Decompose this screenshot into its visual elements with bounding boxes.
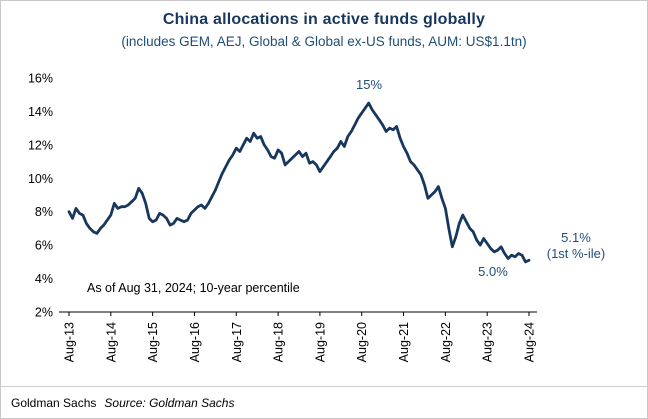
x-tick-label: Aug-21 bbox=[397, 322, 411, 362]
footer-source: Source: Goldman Sachs bbox=[104, 395, 235, 410]
china-allocation-line bbox=[67, 101, 531, 264]
y-tick-label: 16% bbox=[28, 72, 53, 86]
annotation-latest-value: 5.1% bbox=[561, 230, 591, 245]
footer-brand: Goldman Sachs bbox=[11, 395, 97, 410]
x-tick-label: Aug-18 bbox=[272, 322, 286, 362]
annotation-latest-percentile: (1st %-ile) bbox=[546, 246, 606, 261]
y-tick-label: 2% bbox=[35, 306, 53, 320]
y-tick-label: 10% bbox=[28, 172, 53, 186]
line-chart: 2% 4% 6% 8% 10% 12% 14% 16% Aug-13 Aug-14 Aug-15 Au… bbox=[28, 72, 537, 362]
chart-title: China allocations in active funds global… bbox=[162, 11, 486, 28]
footer: Goldman Sachs Source: Goldman Sachs bbox=[1, 386, 647, 418]
y-tick-label: 12% bbox=[28, 138, 53, 152]
annotation-peak: 15% bbox=[355, 77, 383, 92]
x-tick-label: Aug-17 bbox=[230, 322, 244, 362]
y-tick-label: 6% bbox=[35, 239, 53, 253]
x-tick-label: Aug-14 bbox=[104, 322, 118, 362]
x-tick-label: Aug-19 bbox=[313, 322, 327, 362]
y-tick-label: 8% bbox=[35, 205, 53, 219]
x-tick-label: Aug-23 bbox=[481, 322, 495, 362]
x-tick-label: Aug-24 bbox=[523, 322, 537, 362]
y-tick-label: 14% bbox=[28, 105, 53, 119]
x-tick-label: Aug-22 bbox=[439, 322, 453, 362]
x-tick-label: Aug-15 bbox=[146, 322, 160, 362]
x-tick-label: Aug-20 bbox=[355, 322, 369, 362]
x-tick-label: Aug-13 bbox=[63, 322, 77, 362]
annotation-dip: 5.0% bbox=[478, 264, 508, 279]
y-tick-label: 4% bbox=[35, 272, 53, 286]
annotation-latest: 5.1% (1st %-ile) bbox=[529, 230, 623, 262]
as-of-note: As of Aug 31, 2024; 10-year percentile bbox=[87, 281, 300, 295]
chart-subtitle: (includes GEM, AEJ, Global & Global ex-U… bbox=[121, 34, 527, 49]
x-tick-label: Aug-16 bbox=[188, 322, 202, 362]
